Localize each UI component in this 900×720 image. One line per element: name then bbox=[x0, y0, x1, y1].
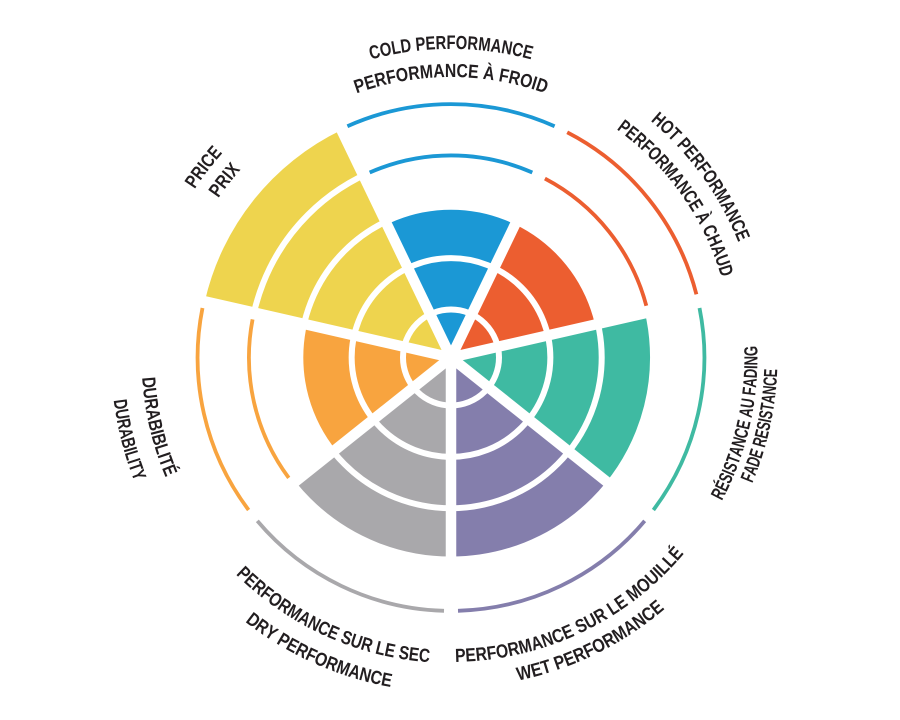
svg-text:U: U bbox=[737, 397, 759, 410]
svg-text:E: E bbox=[383, 638, 398, 662]
svg-text:D: D bbox=[138, 376, 161, 389]
svg-text:D: D bbox=[741, 368, 762, 379]
svg-text:B: B bbox=[144, 417, 168, 433]
svg-text:P: P bbox=[414, 33, 426, 55]
svg-text:N: N bbox=[759, 385, 781, 396]
svg-text:R: R bbox=[467, 33, 479, 55]
svg-text:A: A bbox=[740, 377, 762, 388]
svg-text:I: I bbox=[119, 445, 141, 455]
svg-text:R: R bbox=[140, 397, 164, 412]
svg-text:N: N bbox=[741, 356, 762, 366]
svg-text:N: N bbox=[500, 36, 514, 59]
svg-text:I: I bbox=[529, 72, 540, 94]
svg-text:G: G bbox=[741, 346, 762, 357]
svg-text:N: N bbox=[357, 663, 374, 687]
svg-text:F: F bbox=[497, 64, 511, 87]
svg-text:O: O bbox=[455, 32, 467, 54]
svg-text:À: À bbox=[482, 60, 497, 84]
svg-text:A: A bbox=[114, 426, 137, 441]
svg-text:M: M bbox=[419, 60, 434, 83]
svg-text:O: O bbox=[494, 639, 510, 663]
svg-text:R: R bbox=[506, 637, 522, 661]
svg-text:A: A bbox=[489, 35, 503, 58]
svg-text:E: E bbox=[379, 668, 394, 691]
svg-text:C: C bbox=[368, 665, 384, 689]
svg-text:A: A bbox=[433, 60, 446, 82]
svg-text:O: O bbox=[378, 38, 394, 61]
svg-text:I: I bbox=[718, 467, 739, 478]
svg-text:F: F bbox=[446, 32, 455, 53]
svg-text:F: F bbox=[739, 386, 761, 396]
svg-text:O: O bbox=[394, 63, 410, 87]
svg-text:M: M bbox=[477, 33, 492, 55]
svg-text:F: F bbox=[485, 641, 498, 664]
svg-text:T: T bbox=[757, 402, 779, 413]
svg-text:I: I bbox=[123, 456, 145, 466]
svg-text:I: I bbox=[146, 427, 168, 437]
svg-text:R: R bbox=[112, 417, 135, 431]
svg-text:E: E bbox=[465, 644, 477, 666]
svg-text:P: P bbox=[455, 644, 467, 666]
svg-text:N: N bbox=[445, 60, 456, 82]
svg-text:R: R bbox=[475, 642, 489, 665]
svg-text:R: R bbox=[507, 66, 523, 90]
svg-text:C: C bbox=[510, 38, 525, 61]
svg-text:D: D bbox=[399, 35, 413, 58]
svg-text:A: A bbox=[735, 406, 757, 419]
svg-text:S: S bbox=[755, 409, 777, 421]
svg-text:I: I bbox=[741, 365, 762, 369]
svg-text:C: C bbox=[760, 376, 782, 387]
svg-text:U: U bbox=[111, 407, 134, 421]
svg-text:E: E bbox=[467, 60, 479, 83]
svg-text:M: M bbox=[516, 634, 534, 658]
svg-text:I: I bbox=[755, 417, 777, 425]
svg-text:S: S bbox=[397, 641, 411, 664]
svg-text:W: W bbox=[514, 660, 534, 685]
svg-text:U: U bbox=[139, 386, 162, 400]
svg-text:L: L bbox=[390, 36, 403, 58]
svg-text:R: R bbox=[435, 32, 446, 54]
svg-text:R: R bbox=[407, 61, 421, 84]
svg-text:D: D bbox=[109, 398, 132, 411]
svg-text:A: A bbox=[758, 393, 780, 405]
svg-text:O: O bbox=[518, 68, 536, 92]
svg-text:C: C bbox=[418, 644, 431, 667]
svg-text:E: E bbox=[760, 368, 782, 378]
svg-text:A: A bbox=[142, 407, 166, 422]
svg-text:E: E bbox=[425, 33, 436, 55]
svg-text:I: I bbox=[153, 450, 175, 461]
svg-text:C: C bbox=[367, 41, 383, 64]
svg-text:E: E bbox=[408, 643, 421, 666]
svg-text:C: C bbox=[456, 60, 469, 82]
